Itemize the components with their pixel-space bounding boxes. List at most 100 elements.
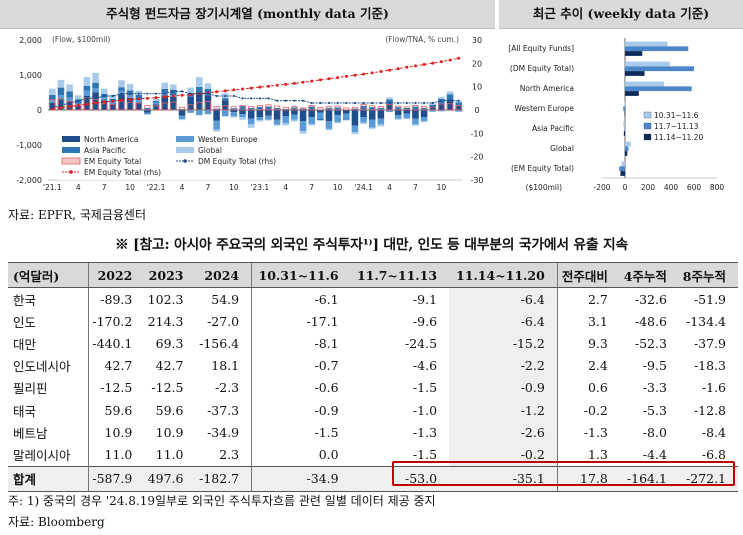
bar xyxy=(625,71,645,76)
value-cell: -9.5 xyxy=(642,358,667,374)
em-total-bar xyxy=(187,104,194,111)
value-cell: -2.6 xyxy=(449,421,558,444)
legend-label: EM Equity Total (rhs) xyxy=(84,168,161,177)
value-cell: 18.1 xyxy=(211,358,240,374)
em-total-bar xyxy=(92,99,99,111)
bar-segment xyxy=(230,116,238,118)
dm-equity-point xyxy=(154,92,158,95)
em-total-bar xyxy=(274,105,281,111)
x-tick-label: 10 xyxy=(125,183,135,192)
bar-segment xyxy=(66,91,73,98)
em-equity-point xyxy=(405,65,409,69)
value-cell: 42.7 xyxy=(87,354,145,377)
em-equity-point xyxy=(439,60,443,64)
bar-segment xyxy=(152,100,160,103)
value-cell: -34.9 xyxy=(207,424,240,440)
x-tick-label: '21.1 xyxy=(43,183,62,192)
em-equity-point xyxy=(336,76,340,80)
x-tick-label: 10 xyxy=(333,183,343,192)
bar-segment xyxy=(118,80,125,88)
em-total-bar xyxy=(109,104,116,111)
dm-equity-point xyxy=(371,101,374,105)
em-total-bar xyxy=(161,102,168,111)
em-equity-point xyxy=(76,103,80,107)
bar xyxy=(623,121,625,127)
bar-segment xyxy=(317,120,324,121)
bar-segment xyxy=(126,97,134,110)
em-equity-point xyxy=(241,87,245,91)
bar-segment xyxy=(291,114,298,120)
y2-tick-label: 30 xyxy=(472,36,482,45)
foreign-investment-table: (억달러) 2022 2023 2024 10.31~11.6 11.7~11.13 11.… xyxy=(8,262,738,492)
dm-equity-point xyxy=(137,92,140,95)
x-tick-label: 400 xyxy=(664,183,679,192)
dm-equity-line xyxy=(52,90,459,109)
value-cell: -0.9 xyxy=(449,376,558,399)
y-tick-label: 2,000 xyxy=(19,36,42,45)
dm-equity-point xyxy=(51,106,54,109)
bar-segment xyxy=(394,110,402,116)
y-tick-label: 0 xyxy=(37,106,42,115)
bar-segment xyxy=(92,72,99,83)
bar-segment xyxy=(317,118,324,121)
value-cell: -32.6 xyxy=(634,291,667,307)
bar-segment xyxy=(92,82,99,89)
value-cell: -51.9 xyxy=(693,291,726,307)
country-cell: 인도 xyxy=(13,314,37,330)
x-tick-label: -200 xyxy=(593,183,610,192)
bar-segment xyxy=(299,131,307,134)
dm-equity-point xyxy=(301,99,305,102)
bar-segment xyxy=(187,96,194,110)
chart-source: 자료: EPFR, 국제금융센터 xyxy=(8,208,147,222)
legend-label: 11.7~11.13 xyxy=(654,122,699,131)
em-total-bar xyxy=(403,106,410,111)
x-tick-label: 10 xyxy=(437,183,447,192)
em-equity-point xyxy=(232,88,236,92)
bar-segment xyxy=(247,107,255,110)
bar-segment xyxy=(152,104,160,110)
em-equity-point xyxy=(111,99,115,103)
bar-segment xyxy=(170,96,177,110)
category-label: Western Europe xyxy=(514,104,574,113)
column-header: 2022 xyxy=(87,262,145,288)
bar-segment xyxy=(109,103,117,110)
dm-equity-point xyxy=(267,97,270,100)
bar-segment xyxy=(342,113,350,119)
legend-label: 10.31~11.6 xyxy=(654,111,699,120)
em-total-bar xyxy=(135,102,142,111)
table-header-row: (억달러) 2022 2023 2024 10.31~11.6 11.7~11.13 11.… xyxy=(8,262,738,288)
bar-segment xyxy=(247,118,255,125)
bar-segment xyxy=(282,108,290,110)
bar-segment xyxy=(213,108,220,110)
bar-segment xyxy=(49,94,56,101)
em-total-bar xyxy=(204,101,211,111)
legend-swatch xyxy=(62,147,80,153)
dm-equity-point xyxy=(327,101,331,105)
em-equity-point xyxy=(171,94,175,98)
total-highlight-box xyxy=(392,461,735,486)
em-equity-point xyxy=(154,96,158,100)
bar-segment xyxy=(265,106,272,110)
bar-segment xyxy=(368,107,376,110)
bar-segment xyxy=(386,110,393,113)
value-cell: -0.9 xyxy=(251,398,351,422)
value-cell: -1.3 xyxy=(556,421,620,444)
category-label: Global xyxy=(550,144,574,153)
table-row: 한국 -89.3 102.3 54.9 -6.1 -9.1 -6.4 2.7 -32.6 -51.… xyxy=(8,287,738,311)
bar-segment xyxy=(299,110,307,122)
value-cell: 2.7 xyxy=(556,287,620,311)
em-total-bar xyxy=(127,101,134,111)
bar xyxy=(623,131,625,136)
value-cell: -37.9 xyxy=(693,335,726,351)
bar-segment xyxy=(230,110,238,113)
em-total-bar xyxy=(196,101,203,111)
em-total-bar xyxy=(308,105,315,111)
table-row: 인도네시아 42.7 42.7 18.1 -0.7 -4.6 -2.2 2.4 -9.5 -18.… xyxy=(8,354,738,377)
bar-segment xyxy=(394,107,402,110)
em-equity-point xyxy=(137,97,141,101)
bar-segment xyxy=(144,110,151,113)
em-equity-point xyxy=(327,77,331,81)
bar-segment xyxy=(100,88,108,94)
dm-equity-point xyxy=(85,97,89,100)
bar-segment xyxy=(265,110,272,116)
